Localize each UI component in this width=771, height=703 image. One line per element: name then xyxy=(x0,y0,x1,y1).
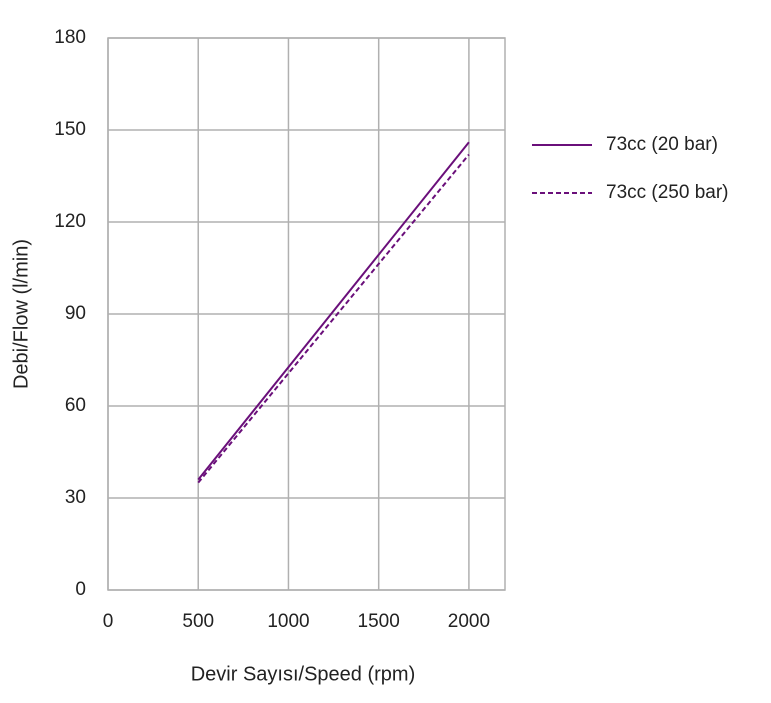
y-tick-label: 180 xyxy=(54,27,86,48)
x-tick-label: 500 xyxy=(182,611,214,632)
x-tick-label: 2000 xyxy=(448,611,490,632)
x-axis-title: Devir Sayısı/Speed (rpm) xyxy=(191,663,416,685)
series-line xyxy=(197,141,470,481)
x-tick-label: 1000 xyxy=(267,611,309,632)
series-line xyxy=(197,153,470,484)
x-tick-label: 0 xyxy=(103,611,114,632)
y-tick-label: 90 xyxy=(65,303,86,324)
legend-label: 73cc (20 bar) xyxy=(606,134,718,155)
y-tick-label: 150 xyxy=(54,119,86,140)
legend-label: 73cc (250 bar) xyxy=(606,182,729,203)
y-tick-label: 120 xyxy=(54,211,86,232)
y-tick-label: 60 xyxy=(65,395,86,416)
x-tick-label: 1500 xyxy=(358,611,400,632)
y-axis-title: Debi/Flow (l/min) xyxy=(10,239,32,389)
y-tick-label: 0 xyxy=(75,579,86,600)
y-tick-label: 30 xyxy=(65,487,86,508)
